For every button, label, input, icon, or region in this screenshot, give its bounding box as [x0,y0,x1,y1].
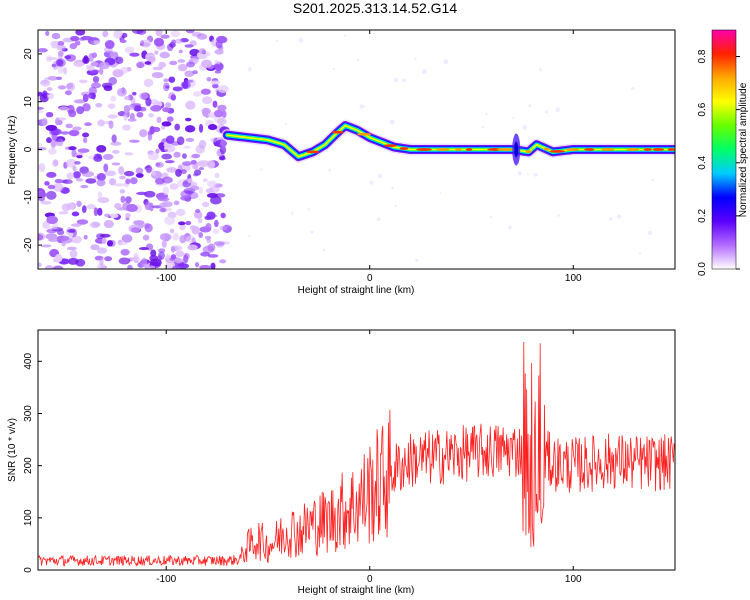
spectrogram-y-axis-label: Frequency (Hz) [7,116,18,185]
snr-x-axis-label: Height of straight line (km) [298,585,415,596]
snr-y-tick-label: 200 [23,457,34,474]
snr-y-tick-label: 400 [23,353,34,370]
snr-series-line [38,342,675,567]
spectrogram-x-tick-label: 100 [565,273,582,284]
snr-x-tick-label: 100 [565,574,582,585]
spectrogram-y-tick-label: 0 [23,146,34,152]
noise-region [38,30,654,269]
spectrogram-y-tick-label: 10 [23,96,34,108]
colorbar-tick-label: 0.2 [697,209,708,223]
colorbar-label: Normalized spectral amplitude [738,82,749,217]
spectrogram-y-tick-label: -20 [23,237,34,252]
spectrogram-y-tick-label: 20 [23,48,34,60]
chart-title: S201.2025.313.14.52.G14 [292,0,458,16]
snr-panel: -100 0 100 0 100 200 300 400 Height of straight… [7,329,676,596]
spectrogram-x-axis-label: Height of straight line (km) [298,285,415,296]
colorbar-tick-label: 0.4 [697,155,708,169]
snr-x-tick-label: -100 [156,574,176,585]
spectrogram-y-tick-label: -10 [23,190,34,205]
snr-y-tick-label: 0 [23,567,34,573]
snr-plot-area [38,330,675,570]
colorbar-gradient [711,29,737,270]
colorbar-tick-label: 0.6 [697,102,708,116]
colorbar: 0.0 0.2 0.4 0.6 0.8 Normalized spectral ampl… [697,29,749,276]
spectrogram-x-tick-label: -100 [156,273,176,284]
snr-y-tick-label: 300 [23,405,34,422]
snr-y-tick-label: 100 [23,509,34,526]
snr-x-tick-label: 0 [367,574,373,585]
snr-y-axis-label: SNR (10 * v/v) [7,418,18,482]
ridge-signal [221,119,675,166]
spectrogram-x-tick-label: 0 [367,273,373,284]
colorbar-tick-label: 0.8 [697,49,708,63]
colorbar-tick-label: 0.0 [697,262,708,276]
